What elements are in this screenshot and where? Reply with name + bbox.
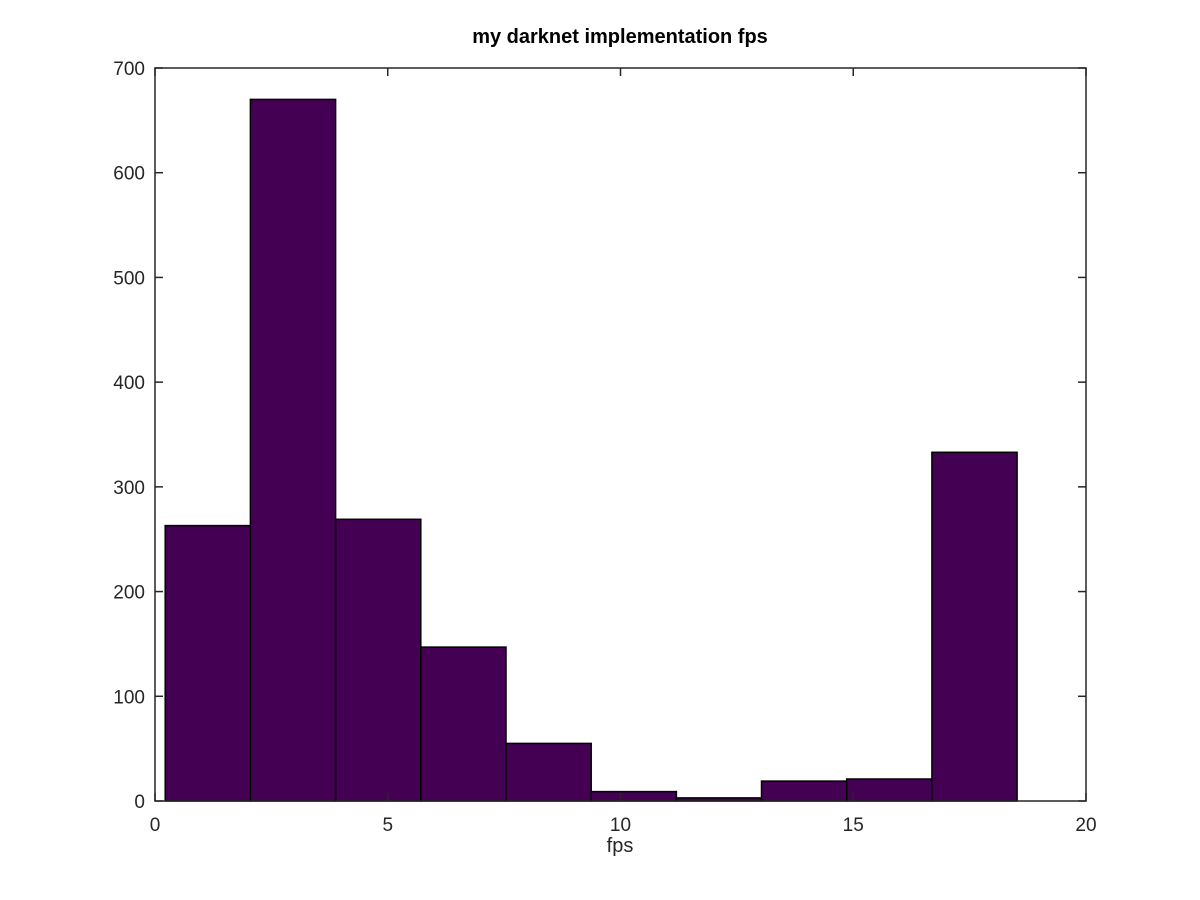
histogram-bar-5 [505, 742, 592, 802]
y-tick-label: 100 [113, 687, 145, 708]
y-tick-label: 200 [113, 583, 145, 604]
y-tick-label: 400 [113, 373, 145, 394]
y-tick-label: 0 [134, 792, 145, 813]
histogram-bar-8 [760, 780, 848, 802]
x-axis-label: fps [607, 835, 634, 857]
histogram-bar-3 [334, 518, 422, 802]
y-tick-label: 600 [113, 164, 145, 185]
x-tick-label: 15 [843, 815, 864, 836]
y-tick-label: 500 [113, 268, 145, 289]
histogram-bar-4 [420, 646, 507, 802]
x-tick-label: 0 [150, 815, 161, 836]
histogram-bar-2 [249, 98, 337, 802]
x-tick-label: 10 [610, 815, 631, 836]
bars-layer [164, 98, 1018, 802]
histogram-bar-1 [164, 524, 252, 802]
x-tick-label: 20 [1075, 815, 1096, 836]
y-tick-label: 300 [113, 478, 145, 499]
x-tick-label: 5 [382, 815, 393, 836]
histogram-bar-9 [845, 778, 933, 802]
chart-title: my darknet implementation fps [472, 26, 768, 48]
histogram-bar-6 [590, 790, 678, 802]
y-tick-label: 700 [113, 59, 145, 80]
histogram-bar-10 [931, 451, 1018, 802]
